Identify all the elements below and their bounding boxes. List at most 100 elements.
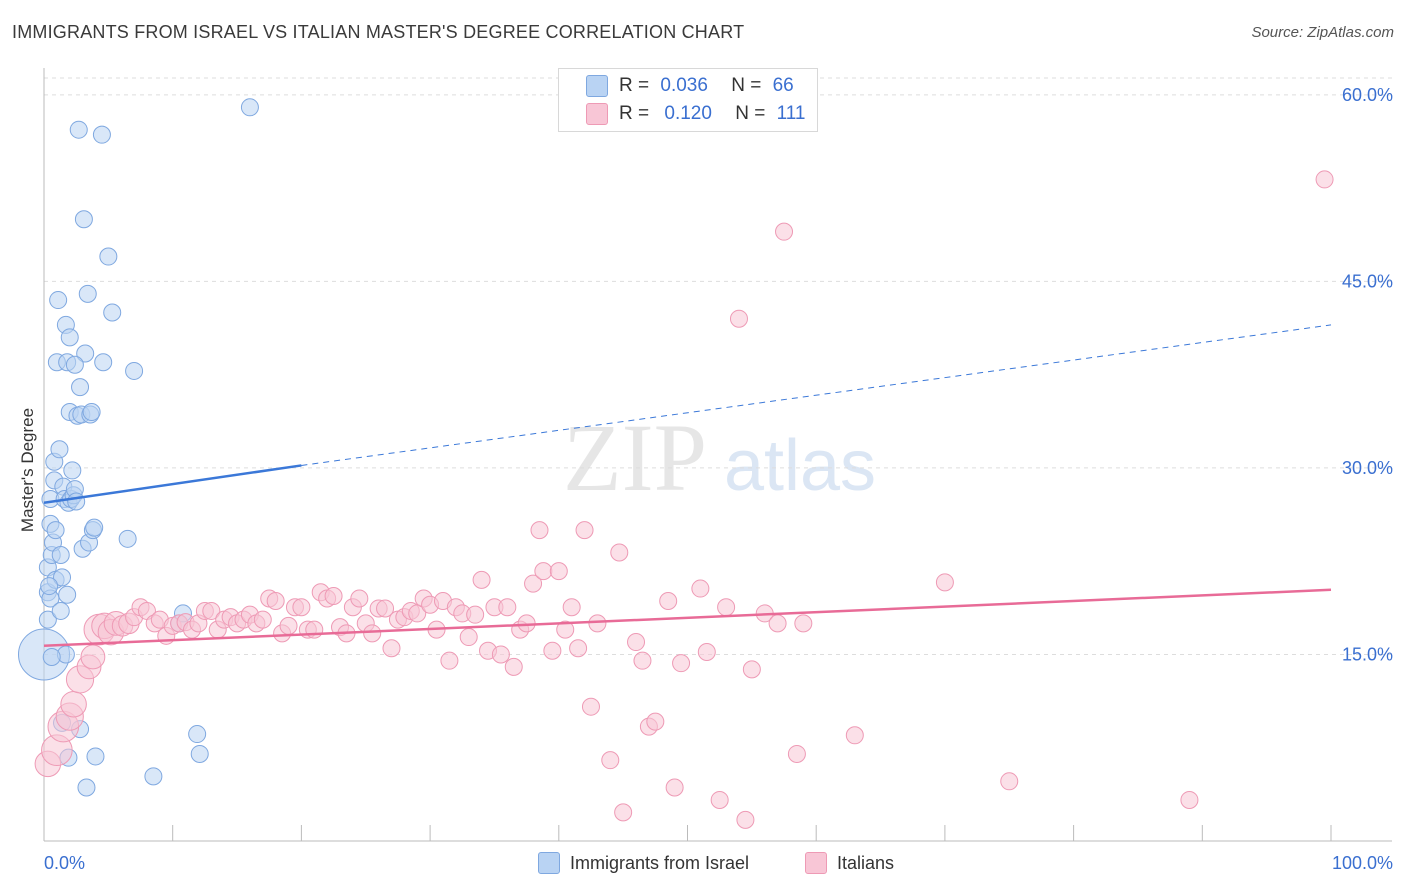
italians-point	[350, 589, 369, 608]
israel-point	[77, 778, 96, 797]
israel-point	[40, 577, 59, 596]
italians-point	[569, 639, 588, 658]
italians-point	[376, 599, 395, 618]
legend-n-label: N =	[735, 103, 766, 124]
italians-point	[794, 614, 813, 633]
series-legend-italians: Italians	[805, 852, 894, 874]
israel-point	[46, 521, 65, 540]
israel-point	[78, 284, 97, 303]
italians-point	[305, 620, 324, 639]
italians-point	[472, 570, 491, 589]
italians-point	[665, 778, 684, 797]
israel-point	[92, 125, 111, 144]
italians-point	[459, 628, 478, 647]
israel-point	[60, 328, 79, 347]
italians-point	[691, 579, 710, 598]
israel-point	[144, 767, 163, 786]
italians-point	[498, 598, 517, 617]
legend-swatch-israel	[586, 75, 608, 97]
italians-point	[530, 521, 549, 540]
italians-point	[534, 562, 553, 581]
italians-point	[408, 604, 427, 623]
israel-trend-extension	[301, 324, 1332, 466]
israel-point	[38, 610, 57, 629]
israel-point	[76, 344, 95, 363]
israel-point	[74, 210, 93, 229]
italians-point	[1000, 772, 1019, 791]
legend-n-value-israel: 66	[772, 75, 794, 96]
y-tick-label: 30.0%	[1342, 458, 1393, 478]
italians-point	[382, 639, 401, 658]
italians-point	[935, 573, 954, 592]
italians-point	[845, 726, 864, 745]
series-label-israel: Immigrants from Israel	[570, 852, 750, 873]
italians-point	[202, 601, 221, 620]
israel-point	[69, 120, 88, 139]
italians-point	[292, 598, 311, 617]
israel-point	[51, 545, 70, 564]
italians-point	[729, 309, 748, 328]
italians-point	[646, 712, 665, 731]
italians-point	[627, 633, 646, 652]
legend-r-label: R =	[619, 103, 650, 124]
israel-point	[63, 461, 82, 480]
italians-point	[543, 641, 562, 660]
italians-point	[581, 697, 600, 716]
israel-point	[85, 518, 104, 537]
italians-point	[524, 574, 543, 593]
series-swatch-israel	[538, 852, 560, 874]
series-label-italians: Italians	[837, 852, 895, 873]
italians-point	[672, 654, 691, 673]
israel-point	[58, 585, 77, 604]
italians-point	[775, 222, 794, 241]
x-tick-label-max: 100.0%	[1332, 853, 1393, 873]
italians-point	[588, 614, 607, 633]
chart-title: IMMIGRANTS FROM ISRAEL VS ITALIAN MASTER…	[12, 22, 745, 42]
italians-point	[710, 790, 729, 809]
legend-n-label: N =	[731, 75, 762, 96]
italians-point	[556, 620, 575, 639]
israel-point	[240, 98, 259, 117]
italians-point	[562, 598, 581, 617]
italians-point	[614, 803, 633, 822]
israel-point	[42, 647, 61, 666]
y-tick-label: 60.0%	[1342, 85, 1393, 105]
italians-point	[466, 605, 485, 624]
source-attribution: Source: ZipAtlas.com	[1251, 24, 1394, 41]
watermark-zip: ZIP	[563, 404, 707, 511]
israel-point	[50, 440, 69, 459]
italians-point	[324, 587, 343, 606]
legend-r-value-italians: 0.120	[664, 103, 712, 124]
israel-point	[51, 601, 70, 620]
israel-trend-line	[43, 464, 302, 504]
legend-r-label: R =	[619, 75, 650, 96]
israel-point	[65, 355, 84, 374]
italians-point	[504, 657, 523, 676]
italians-trend-line	[43, 588, 1332, 648]
y-tick-label: 45.0%	[1342, 271, 1393, 291]
israel-point	[125, 361, 144, 380]
italians-point	[659, 591, 678, 610]
israel-point	[82, 402, 101, 421]
italians-point	[575, 521, 594, 540]
italians-point	[742, 660, 761, 679]
italians-point	[80, 644, 106, 670]
italians-point	[60, 690, 87, 718]
israel-point	[86, 747, 105, 766]
italians-point	[549, 562, 568, 581]
italians-point	[491, 645, 510, 664]
italians-point	[1180, 790, 1199, 809]
italians-point	[610, 543, 629, 562]
italians-point	[787, 744, 806, 763]
y-tick-label: 15.0%	[1342, 644, 1393, 664]
israel-point	[118, 529, 137, 548]
legend-swatch-italians	[586, 103, 608, 125]
israel-point	[71, 378, 90, 397]
series-legend-israel: Immigrants from Israel	[538, 852, 749, 874]
italians-point	[363, 624, 382, 643]
italians-point	[1315, 170, 1334, 189]
italians-point	[633, 651, 652, 670]
israel-point	[49, 291, 68, 310]
legend-n-value-italians: 111	[776, 103, 806, 124]
